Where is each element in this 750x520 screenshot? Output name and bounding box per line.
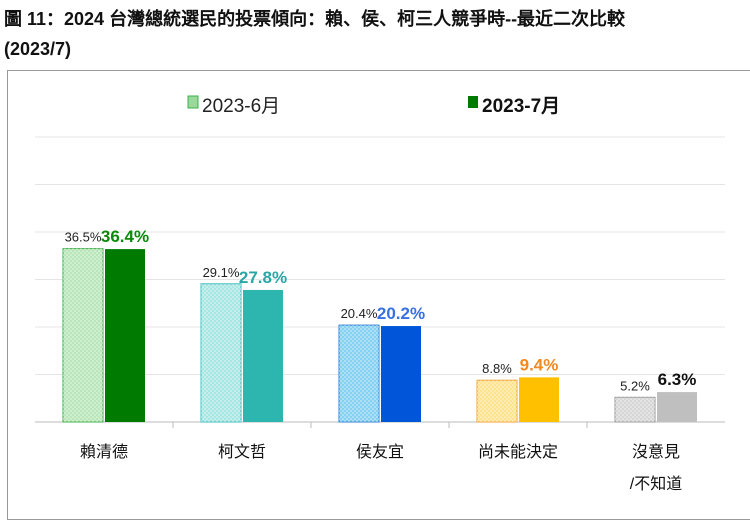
bar-pattern (201, 283, 241, 422)
data-label-2023-6: 36.5% (65, 230, 102, 245)
category-label: 侯友宜 (356, 443, 404, 461)
title-line-1: 圖 11：2024 台灣總統選民的投票傾向：賴、侯、柯三人競爭時--最近二次比較 (4, 9, 626, 29)
data-label-2023-6: 5.2% (620, 378, 650, 393)
data-label-2023-6: 8.8% (482, 361, 512, 376)
category-label: 賴清德 (80, 443, 128, 461)
data-label-2023-7: 9.4% (520, 355, 559, 374)
bar-2023-7 (519, 377, 559, 422)
bar-2023-7 (105, 249, 145, 422)
bar-2023-7 (381, 326, 421, 422)
figure-title: 圖 11：2024 台灣總統選民的投票傾向：賴、侯、柯三人競爭時--最近二次比較… (4, 4, 744, 64)
category-label: 沒意見 (632, 442, 680, 461)
bar-pattern (615, 397, 655, 422)
data-label-2023-7: 20.2% (377, 304, 425, 323)
data-label-2023-6: 29.1% (203, 265, 240, 280)
bar-pattern (477, 380, 517, 422)
bar-pattern (63, 248, 103, 422)
bar-2023-7 (243, 289, 283, 422)
data-label-2023-7: 27.8% (239, 268, 287, 287)
title-line-2: (2023/7) (4, 39, 72, 59)
category-label: /不知道 (630, 475, 682, 493)
legend-label-2023-7: 2023-7月 (482, 96, 560, 117)
category-label: 柯文哲 (218, 443, 266, 461)
data-label-2023-6: 20.4% (341, 306, 378, 321)
legend-swatch-2023-6 (187, 95, 199, 109)
data-label-2023-7: 36.4% (101, 227, 149, 246)
bar-2023-7 (657, 392, 697, 422)
legend-swatch-2023-7 (468, 96, 478, 108)
category-label: 尚未能決定 (478, 443, 558, 461)
legend-label-2023-6: 2023-6月 (202, 96, 280, 117)
bar-pattern (339, 325, 379, 422)
data-label-2023-7: 6.3% (658, 370, 697, 389)
